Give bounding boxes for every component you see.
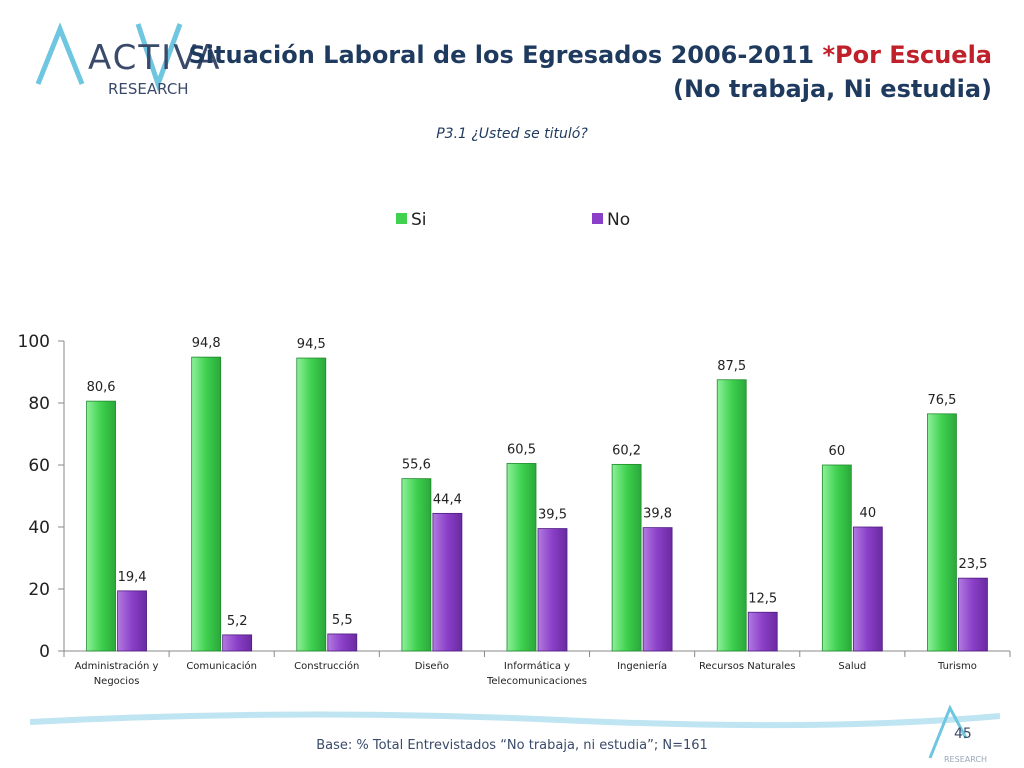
bar-no <box>327 633 358 652</box>
legend-swatch-no <box>592 213 603 224</box>
bar-chart: 0 20 40 60 80 100 Administración y Negocios Comu… <box>18 332 1011 687</box>
footer-wave-line <box>29 711 1001 729</box>
data-label-no: 23,5 <box>958 557 987 572</box>
bar-no <box>642 527 673 652</box>
data-label-no: 12,5 <box>748 591 777 606</box>
logo-v-shape <box>135 23 183 92</box>
x-tick-label: Construcción <box>294 660 359 672</box>
data-label-no: 39,8 <box>643 507 672 522</box>
y-tick-label: 40 <box>28 518 50 538</box>
data-label-no: 40 <box>860 506 877 521</box>
data-label-no: 39,5 <box>538 508 567 523</box>
bar-si <box>611 463 642 652</box>
bar-si <box>927 413 957 652</box>
data-label-si: 55,6 <box>402 458 431 473</box>
title-line-2: (No trabaja, Ni estudia) <box>672 75 992 103</box>
title-accent: *Por Escuela <box>822 41 992 69</box>
y-tick-label: 100 <box>18 332 50 352</box>
data-label-si: 60,2 <box>612 443 641 458</box>
bar-no <box>747 611 778 652</box>
data-label-no: 44,4 <box>433 492 462 507</box>
bar-no <box>852 526 883 652</box>
title-main: Situación Laboral de los Egresados 2006-… <box>188 41 823 69</box>
bar-si <box>716 379 747 652</box>
bar-si <box>86 400 116 652</box>
bar-si <box>296 357 327 652</box>
data-label-si: 60 <box>829 444 846 459</box>
x-tick-label: Informática y <box>504 660 570 672</box>
x-tick-label: Telecomunicaciones <box>486 676 587 687</box>
y-tick-label: 0 <box>39 642 50 662</box>
data-label-si: 94,8 <box>192 336 221 351</box>
legend-label-no: No <box>607 210 631 230</box>
y-tick-label: 80 <box>28 394 50 414</box>
data-label-si: 80,6 <box>87 380 116 395</box>
bar-si <box>506 463 537 652</box>
data-label-no: 5,5 <box>332 613 353 628</box>
y-tick-label: 20 <box>28 580 50 600</box>
data-label-si: 76,5 <box>927 393 956 408</box>
logo-subtext: RESEARCH <box>108 80 189 98</box>
data-label-no: 19,4 <box>118 570 147 585</box>
title-line-1: Situación Laboral de los Egresados 2006-… <box>189 38 993 72</box>
footer-base-note: Base: % Total Entrevistados “No trabaja,… <box>316 738 708 753</box>
activa-research-logo: ACTIVA RESEARCH <box>35 22 222 98</box>
bar-si <box>191 356 222 652</box>
x-tick-label: Administración y <box>75 660 159 672</box>
bar-no <box>537 528 568 652</box>
x-tick-label: Salud <box>838 661 866 672</box>
legend-item-si: Si <box>396 210 427 230</box>
bar-si <box>401 478 432 652</box>
y-tick-label: 60 <box>28 456 50 476</box>
x-tick-label: Turismo <box>937 661 977 672</box>
data-label-si: 87,5 <box>717 359 746 374</box>
bar-no <box>958 577 988 652</box>
footer-mini-logo <box>928 704 968 759</box>
bar-si <box>821 464 852 652</box>
legend-label-si: Si <box>411 210 427 230</box>
logo-a-shape <box>35 22 85 85</box>
x-tick-label: Ingeniería <box>617 660 667 672</box>
x-tick-label: Recursos Naturales <box>699 661 796 672</box>
footer-mini-logo-text: RESEARCH <box>944 755 987 764</box>
bar-no <box>222 634 253 652</box>
page-number: 45 <box>954 726 972 742</box>
footer-wave-decoration: RESEARCH <box>29 704 1001 764</box>
data-label-no: 5,2 <box>227 614 248 629</box>
x-tick-label: Negocios <box>94 676 140 687</box>
page-title: Situación Laboral de los Egresados 2006-… <box>189 38 993 106</box>
data-label-si: 60,5 <box>507 442 536 457</box>
logo-text: ACTIVA <box>88 38 222 78</box>
x-tick-label: Diseño <box>415 661 449 672</box>
legend-item-no: No <box>592 210 630 230</box>
x-tick-label: Comunicación <box>186 660 257 672</box>
data-label-si: 94,5 <box>297 337 326 352</box>
legend-swatch-si <box>396 213 407 224</box>
bar-no <box>432 512 463 652</box>
chart-title: P3.1 ¿Usted se tituló? <box>436 126 588 142</box>
bar-no <box>117 590 147 652</box>
